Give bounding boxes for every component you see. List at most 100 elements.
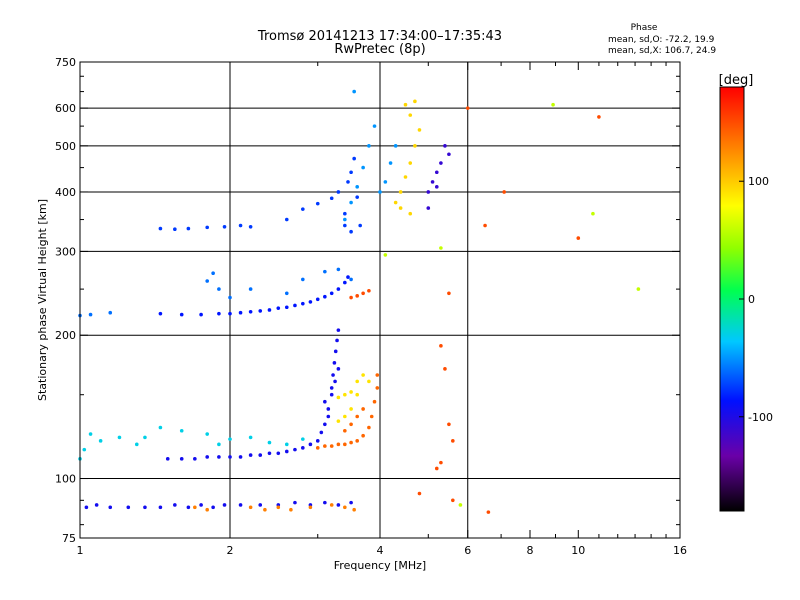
data-point	[199, 312, 203, 317]
data-point	[367, 379, 371, 384]
data-point	[336, 442, 341, 447]
data-point	[349, 229, 353, 234]
data-point	[158, 425, 163, 430]
data-point	[636, 287, 641, 291]
data-point	[361, 373, 365, 377]
data-point	[336, 503, 341, 507]
data-point	[434, 185, 439, 189]
data-point	[276, 306, 281, 310]
data-point	[258, 453, 263, 457]
data-point	[284, 291, 289, 296]
y-tick-label: 750	[55, 56, 76, 69]
colorbar-tick-label: -100	[748, 411, 773, 424]
data-point	[367, 425, 371, 430]
data-point	[323, 269, 327, 274]
data-point	[417, 128, 422, 132]
y-tick-label: 75	[62, 532, 76, 545]
data-point	[301, 301, 305, 306]
data-point	[329, 196, 334, 201]
y-tick-label: 600	[55, 102, 76, 115]
data-point	[576, 236, 581, 240]
data-point	[284, 442, 289, 447]
stats-x-line: mean, sd,X: 106.7, 24.9	[608, 46, 716, 56]
data-point	[393, 200, 398, 205]
x-tick-label: 4	[377, 544, 384, 557]
data-point	[398, 190, 403, 194]
y-tick-label: 500	[55, 140, 76, 153]
data-point	[335, 338, 339, 343]
x-tick-label: 8	[527, 544, 534, 557]
data-point	[326, 407, 331, 411]
data-point	[551, 102, 555, 107]
data-point	[276, 451, 281, 456]
data-point	[217, 311, 221, 316]
data-point	[248, 310, 253, 314]
data-point	[222, 503, 227, 507]
x-tick-label: 16	[673, 544, 687, 557]
data-point	[349, 500, 353, 505]
data-point	[447, 291, 451, 296]
data-point	[434, 170, 439, 175]
data-point	[355, 294, 359, 298]
y-tick-label: 300	[55, 245, 76, 258]
colorbar-ticks: 100 0 -100	[739, 175, 773, 424]
data-point	[336, 287, 341, 291]
data-point	[343, 223, 347, 228]
data-point	[319, 430, 324, 435]
data-point	[267, 451, 272, 456]
x-tick-label: 1	[77, 544, 84, 557]
data-point	[301, 207, 305, 211]
data-point	[238, 455, 243, 459]
data-point	[398, 206, 403, 210]
data-point	[336, 395, 341, 400]
data-point	[308, 505, 313, 510]
data-point	[343, 414, 347, 419]
data-point	[352, 156, 356, 161]
data-point	[367, 144, 371, 148]
data-point	[98, 439, 103, 443]
data-point	[426, 190, 431, 194]
data-point	[315, 201, 320, 206]
data-points	[78, 89, 641, 514]
data-point	[383, 253, 388, 257]
data-point	[186, 505, 191, 510]
data-point	[336, 419, 341, 423]
data-point	[352, 507, 356, 512]
data-point	[349, 390, 353, 394]
data-point	[293, 500, 297, 505]
grid-lines	[80, 62, 680, 538]
data-point	[349, 440, 353, 445]
data-point	[108, 505, 113, 510]
data-point	[315, 446, 320, 450]
data-point	[158, 505, 163, 510]
colorbar-tick-label: 100	[748, 175, 769, 188]
data-point	[248, 287, 253, 291]
data-point	[346, 275, 350, 279]
data-point	[217, 442, 221, 447]
data-point	[451, 498, 455, 503]
data-point	[126, 505, 131, 510]
data-point	[434, 466, 439, 471]
x-tick-label: 2	[227, 544, 234, 557]
data-point	[248, 435, 253, 440]
data-point	[361, 291, 365, 296]
data-point	[179, 428, 184, 433]
data-point	[408, 211, 413, 216]
data-point	[222, 224, 227, 229]
data-point	[143, 435, 147, 440]
data-point	[248, 453, 253, 457]
data-point	[143, 505, 147, 510]
data-point	[355, 185, 359, 189]
data-point	[186, 226, 191, 231]
y-axis-label: Stationary phase Virtual Height [km]	[36, 199, 49, 401]
data-point	[323, 444, 327, 448]
data-point	[439, 460, 443, 465]
data-point	[349, 170, 353, 175]
data-point	[349, 295, 353, 300]
data-point	[439, 246, 443, 250]
data-point	[361, 165, 365, 170]
data-point	[372, 124, 377, 128]
data-point	[375, 373, 380, 377]
